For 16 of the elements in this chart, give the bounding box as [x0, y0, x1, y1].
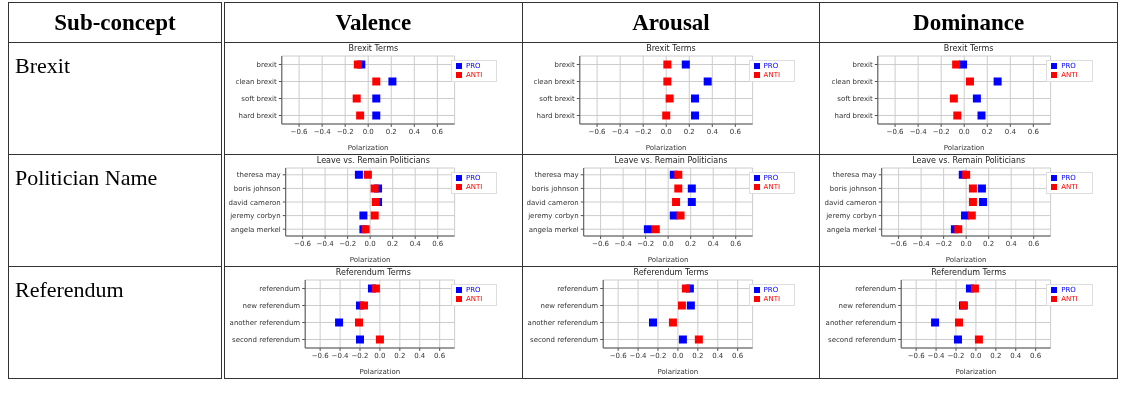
chart-title: Brexit Terms	[645, 44, 697, 54]
chart-title: Referendum Terms	[632, 268, 710, 278]
text: Valence	[223, 2, 523, 43]
chart-title: Leave vs. Remain Politicians	[315, 156, 431, 166]
chart-title: Referendum Terms	[334, 268, 412, 278]
chart-title: Leave vs. Remain Politicians	[613, 156, 729, 166]
text: Sub-concept	[8, 2, 223, 43]
text: Dominance	[819, 2, 1118, 43]
chart-title: Referendum Terms	[930, 268, 1008, 278]
text: Brexit	[15, 52, 71, 80]
chart-title: Leave vs. Remain Politicians	[911, 156, 1027, 166]
text: Referendum	[15, 276, 125, 304]
chart-title: Brexit Terms	[347, 44, 400, 54]
text: Politician Name	[15, 164, 159, 192]
chart-title: Brexit Terms	[942, 44, 995, 54]
text: Arousal	[522, 2, 820, 43]
